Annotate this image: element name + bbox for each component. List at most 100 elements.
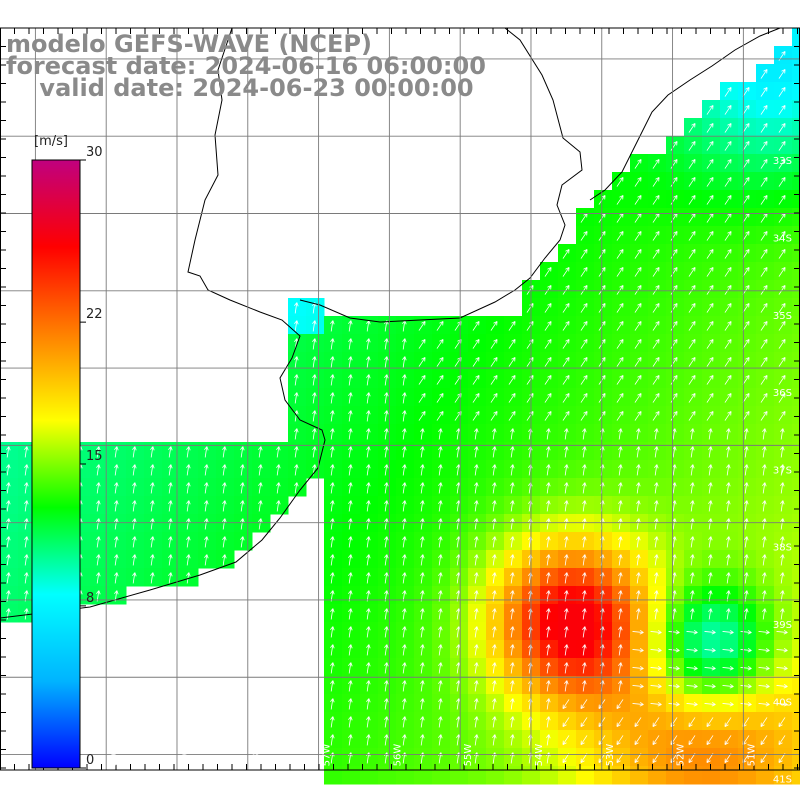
wind-speed-cell	[234, 460, 253, 479]
wind-speed-cell	[450, 586, 469, 605]
wind-speed-cell	[360, 604, 379, 623]
wind-speed-cell	[774, 136, 793, 155]
wind-speed-cell	[702, 244, 721, 263]
wind-speed-cell	[126, 568, 145, 587]
wind-speed-cell	[306, 406, 325, 425]
wind-speed-cell	[144, 568, 163, 587]
wind-speed-cell	[666, 172, 685, 191]
wind-speed-cell	[486, 712, 505, 731]
wind-speed-cell	[198, 550, 217, 569]
wind-speed-cell	[558, 406, 577, 425]
wind-speed-cell	[342, 568, 361, 587]
wind-speed-cell	[216, 514, 235, 533]
wind-speed-cell	[162, 460, 181, 479]
wind-speed-cell	[630, 298, 649, 317]
wind-speed-cell	[396, 622, 415, 641]
wind-speed-cell	[360, 370, 379, 389]
wind-speed-cell	[594, 334, 613, 353]
wind-speed-cell	[756, 550, 775, 569]
wind-speed-cell	[666, 388, 685, 407]
wind-speed-cell	[648, 730, 667, 749]
wind-speed-cell	[450, 532, 469, 551]
wind-speed-cell	[126, 442, 145, 461]
wind-speed-cell	[792, 442, 800, 461]
wind-speed-cell	[702, 388, 721, 407]
wind-speed-cell	[396, 334, 415, 353]
wind-speed-cell	[684, 550, 703, 569]
wind-speed-cell	[504, 316, 523, 335]
wind-speed-cell	[270, 496, 289, 515]
wind-speed-cell	[666, 190, 685, 209]
colorbar-gradient	[32, 160, 80, 768]
wind-speed-cell	[738, 118, 757, 137]
wind-speed-cell	[558, 730, 577, 749]
wind-speed-cell	[576, 370, 595, 389]
wind-speed-cell	[468, 604, 487, 623]
wind-speed-cell	[558, 388, 577, 407]
wind-speed-cell	[504, 514, 523, 533]
wind-speed-cell	[684, 262, 703, 281]
wind-speed-cell	[234, 478, 253, 497]
wind-speed-cell	[630, 568, 649, 587]
colorbar-tick-label: 8	[86, 591, 94, 606]
wind-speed-cell	[342, 676, 361, 695]
wind-speed-cell	[756, 118, 775, 137]
wind-speed-cell	[738, 370, 757, 389]
wind-speed-cell	[504, 532, 523, 551]
wind-speed-cell	[684, 244, 703, 263]
wind-speed-cell	[666, 586, 685, 605]
wind-speed-cell	[378, 514, 397, 533]
wind-speed-cell	[684, 370, 703, 389]
wind-speed-cell	[684, 118, 703, 137]
wind-speed-cell	[792, 208, 800, 227]
wind-speed-cell	[738, 406, 757, 425]
wind-speed-cell	[342, 550, 361, 569]
wind-speed-cell	[540, 460, 559, 479]
wind-speed-cell	[378, 478, 397, 497]
wind-speed-cell	[288, 442, 307, 461]
wind-speed-cell	[684, 586, 703, 605]
wind-speed-cell	[378, 334, 397, 353]
wind-speed-cell	[738, 82, 757, 101]
wind-speed-cell	[432, 730, 451, 749]
wind-speed-cell	[198, 442, 217, 461]
wind-speed-cell	[414, 316, 433, 335]
wind-speed-cell	[270, 478, 289, 497]
wind-speed-cell	[90, 532, 109, 551]
wind-speed-cell	[792, 28, 800, 47]
wind-speed-cell	[450, 496, 469, 515]
wind-speed-cell	[738, 190, 757, 209]
wind-speed-cell	[684, 424, 703, 443]
wind-speed-cell	[360, 568, 379, 587]
wind-speed-cell	[756, 406, 775, 425]
wind-speed-cell	[756, 154, 775, 173]
wind-speed-cell	[540, 298, 559, 317]
wind-speed-cell	[630, 730, 649, 749]
wind-speed-cell	[612, 334, 631, 353]
wind-speed-cell	[540, 388, 559, 407]
wind-speed-cell	[648, 532, 667, 551]
wind-speed-cell	[612, 514, 631, 533]
wind-speed-cell	[594, 388, 613, 407]
wind-speed-cell	[414, 658, 433, 677]
wind-speed-cell	[378, 424, 397, 443]
wind-speed-cell	[504, 568, 523, 587]
colorbar-tick-label: 22	[86, 307, 103, 322]
wind-speed-cell	[684, 514, 703, 533]
wind-speed-cell	[342, 532, 361, 551]
wind-speed-cell	[630, 226, 649, 245]
wind-speed-cell	[540, 532, 559, 551]
wind-speed-cell	[720, 460, 739, 479]
wind-speed-cell	[648, 262, 667, 281]
wind-speed-cell	[0, 568, 19, 587]
wind-speed-cell	[396, 424, 415, 443]
wind-speed-cell	[756, 316, 775, 335]
wind-speed-cell	[360, 622, 379, 641]
wind-speed-cell	[576, 568, 595, 587]
wind-speed-cell	[576, 298, 595, 317]
wind-speed-cell	[396, 514, 415, 533]
wind-speed-cell	[450, 514, 469, 533]
wind-speed-cell	[630, 478, 649, 497]
wind-speed-cell	[756, 532, 775, 551]
wind-speed-cell	[468, 478, 487, 497]
